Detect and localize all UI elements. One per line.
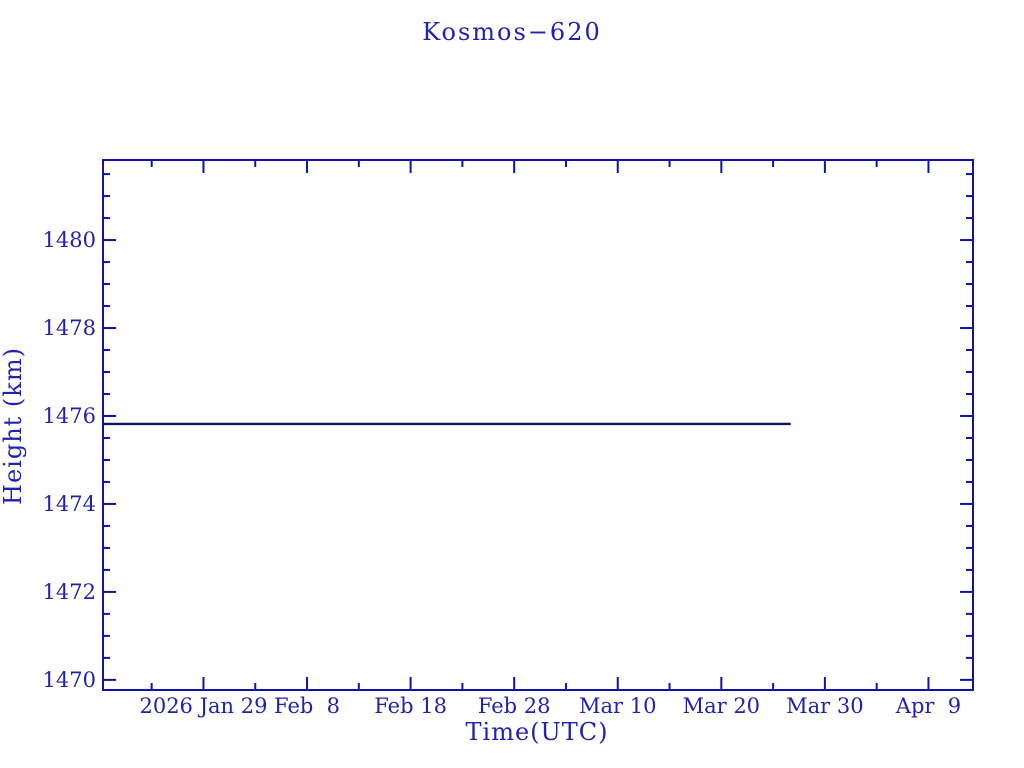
x-tick-label: Mar 30 xyxy=(786,694,863,718)
y-axis-label: Height (km) xyxy=(0,347,27,505)
y-tick-label: 1476 xyxy=(43,404,96,428)
chart-title: Kosmos−620 xyxy=(422,18,602,46)
y-tick-label: 1480 xyxy=(43,228,96,252)
y-tick-label: 1472 xyxy=(43,580,96,604)
x-tick-label: 2026 Jan 29 xyxy=(139,694,267,718)
x-tick-label: Feb 8 xyxy=(274,694,340,718)
y-tick-label: 1474 xyxy=(43,492,96,516)
plot-area: 2026 Jan 29 Feb 8 Feb 18 Feb 28 Mar 10 Mar 20… xyxy=(43,159,974,718)
x-tick-label: Mar 10 xyxy=(579,694,656,718)
x-axis-label: Time(UTC) xyxy=(466,718,609,746)
x-tick-label: Mar 20 xyxy=(683,694,760,718)
x-tick-label: Feb 28 xyxy=(478,694,551,718)
x-tick-label: Apr 9 xyxy=(895,694,961,718)
y-tick-label: 1470 xyxy=(43,668,96,692)
x-tick-label: Feb 18 xyxy=(374,694,447,718)
y-tick-label: 1478 xyxy=(43,316,96,340)
